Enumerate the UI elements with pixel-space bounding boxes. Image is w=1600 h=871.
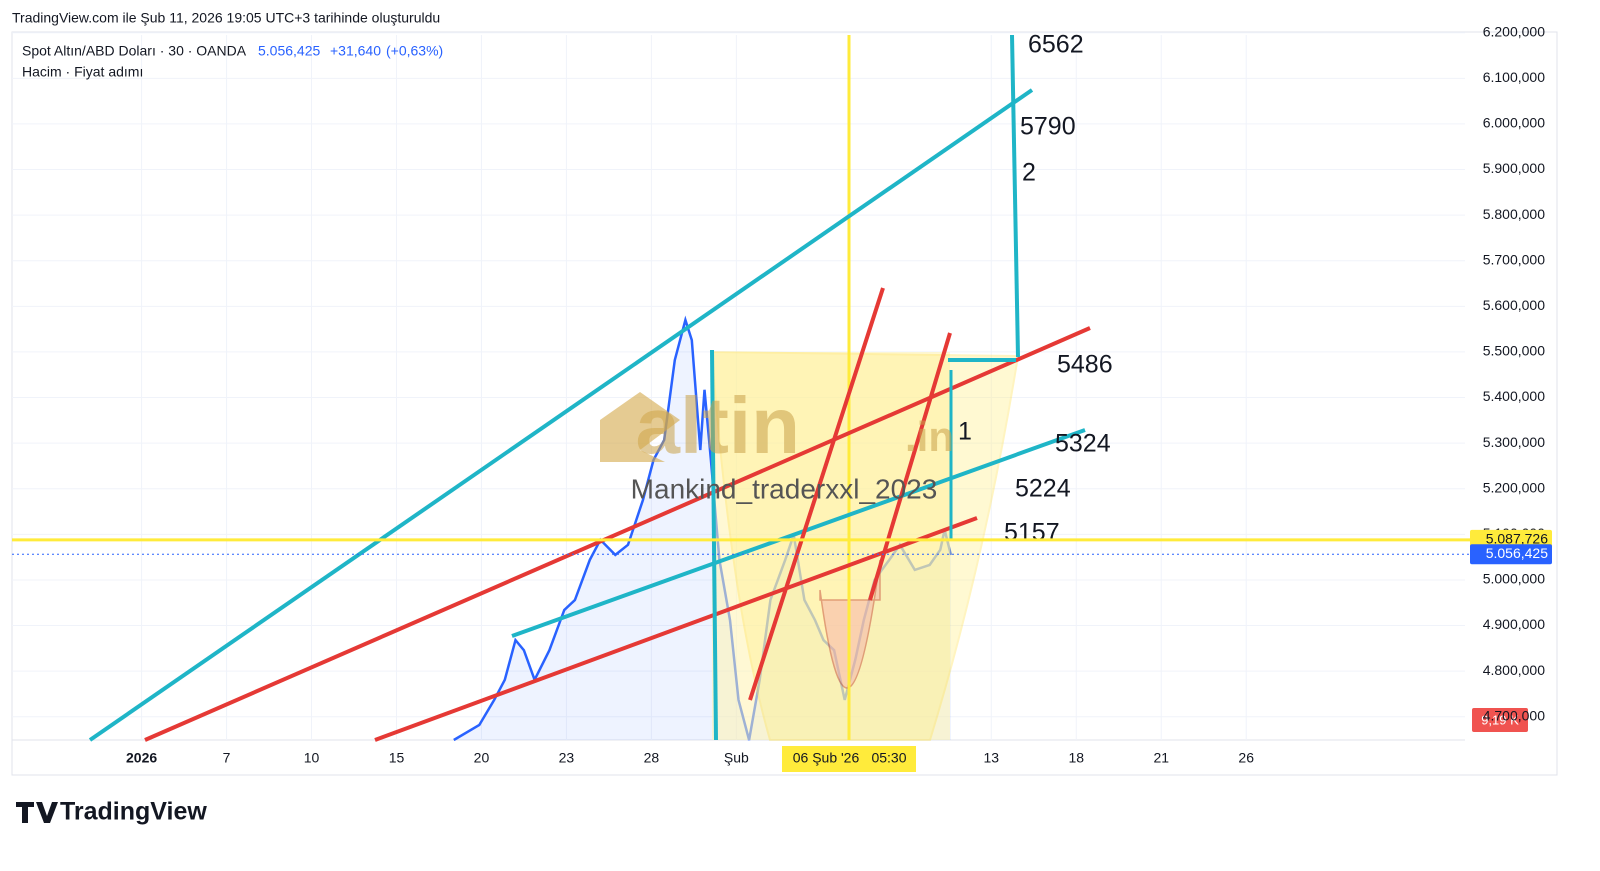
change-pct: (+0,63%)	[386, 43, 443, 59]
x-tick-label: 26	[1238, 750, 1254, 766]
x-tick-label: 21	[1153, 750, 1169, 766]
zone-fill	[712, 352, 950, 740]
y-tick-label: 4.800,000	[1483, 662, 1545, 678]
y-tick-label: 5.500,000	[1483, 343, 1545, 359]
x-tick-label: 10	[304, 750, 320, 766]
y-tick-label: 5.700,000	[1483, 251, 1545, 267]
trend-line	[374, 516, 978, 742]
y-tick-label: 5.600,000	[1483, 297, 1545, 313]
measure-line	[1010, 34, 1020, 358]
last-price: 5.056,425	[258, 43, 320, 59]
watermark-logo	[600, 392, 680, 462]
y-tick-label: 6.100,000	[1483, 69, 1545, 85]
target-zone	[710, 350, 1020, 741]
measure-line	[710, 349, 718, 741]
annotation: 5157	[1004, 519, 1060, 547]
x-tick-label: 20	[474, 750, 490, 766]
x-tick-label: 28	[644, 750, 660, 766]
created-note: TradingView.com ile Şub 11, 2026 19:05 U…	[12, 10, 440, 26]
trend-line	[88, 88, 1034, 742]
annotation: 5324	[1055, 430, 1111, 458]
author: Mankind_traderxxl_2023	[631, 473, 938, 504]
volume-label: 9,19 K	[1481, 712, 1519, 727]
indicators: Hacim · Fiyat adımı	[22, 64, 143, 80]
plot	[12, 32, 1465, 742]
x-tick-label: Şub	[724, 750, 749, 766]
annotation: 5486	[1057, 351, 1113, 379]
price-label: 5.056,425	[1486, 545, 1548, 561]
y-tick-label: 5.400,000	[1483, 388, 1545, 404]
annotation: 5224	[1015, 475, 1071, 503]
watermark: .in	[905, 413, 954, 460]
x-tick-label: 2026	[126, 750, 157, 766]
trend-line	[868, 332, 952, 601]
annotation: 5790	[1020, 113, 1076, 141]
brand: TradingView	[60, 798, 207, 826]
crosshair-badge	[782, 746, 916, 772]
x-tick-label: 18	[1068, 750, 1084, 766]
crosshair-date: 06 Şub '26	[793, 750, 860, 766]
y-tick-label: 5.800,000	[1483, 206, 1545, 222]
y-tick-label: 4.700,000	[1483, 707, 1545, 723]
brand-logo	[16, 802, 58, 823]
trend-line	[511, 428, 1086, 638]
x-tick-label: 15	[389, 750, 405, 766]
y-tick-label: 4.900,000	[1483, 616, 1545, 632]
annotation: 1	[958, 418, 972, 446]
x-tick-label: 13	[983, 750, 999, 766]
chart-frame	[11, 31, 1558, 776]
y-tick-label: 6.000,000	[1483, 115, 1545, 131]
change: +31,640	[330, 43, 381, 59]
y-tick-label: 5.300,000	[1483, 434, 1545, 450]
annotation: 6562	[1028, 31, 1084, 59]
volume-badge	[1472, 708, 1528, 732]
y-tick-label: 5.200,000	[1483, 479, 1545, 495]
x-tick-label: 23	[559, 750, 575, 766]
annotation: 2	[1022, 159, 1036, 187]
trend-line	[748, 287, 885, 701]
price-badge	[1470, 544, 1552, 565]
price-area	[453, 320, 951, 740]
y-tick-label: 5.000,000	[1483, 571, 1545, 587]
y-tick-label: 6.200,000	[1483, 23, 1545, 39]
y-tick-label: 5.900,000	[1483, 160, 1545, 176]
price-label: 5.087,726	[1486, 531, 1548, 547]
symbol: Spot Altın/ABD Doları · 30 · OANDA	[22, 43, 247, 59]
crosshair-time: 05:30	[871, 750, 906, 766]
x-tick-label: 7	[223, 750, 231, 766]
